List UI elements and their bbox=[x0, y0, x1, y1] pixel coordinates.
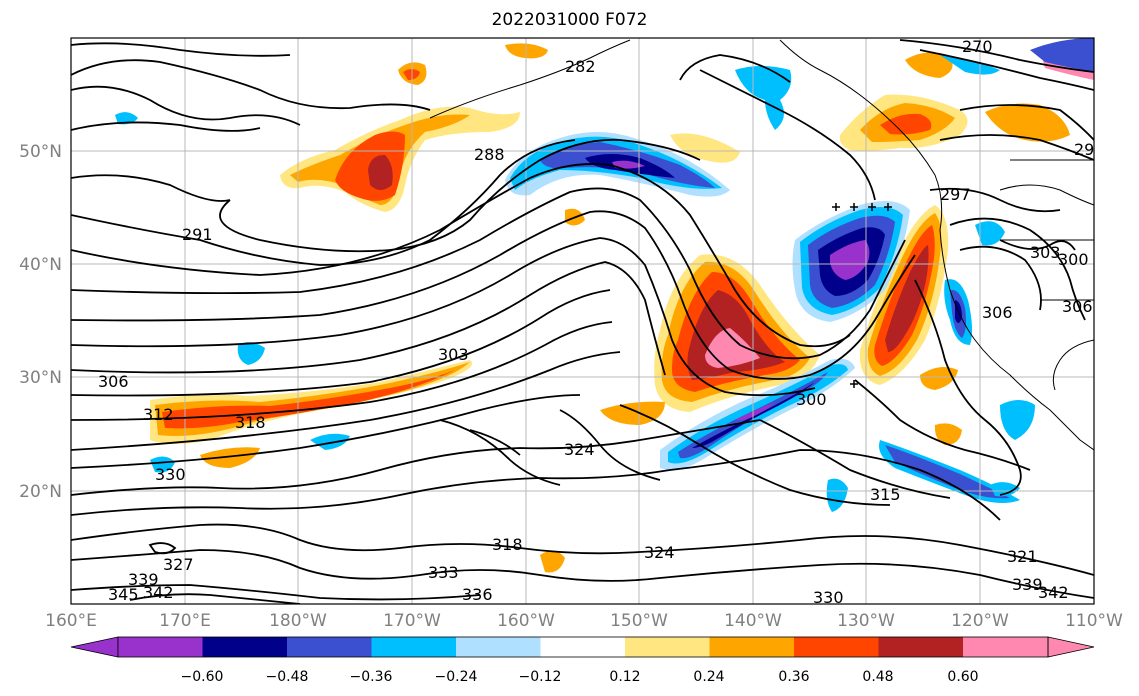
contour-label: 342 bbox=[143, 583, 174, 602]
colorbar-segment bbox=[202, 637, 287, 657]
contour-label: 324 bbox=[564, 440, 595, 459]
colorbar-segment bbox=[540, 637, 625, 657]
contour-label: 345 bbox=[108, 585, 139, 604]
colorbar-segment bbox=[794, 637, 879, 657]
colorbar-tick-label: −0.36 bbox=[350, 669, 393, 685]
colorbar-segment bbox=[287, 637, 372, 657]
graticule bbox=[71, 38, 1094, 604]
colorbar-segment bbox=[625, 637, 710, 657]
colorbar-outline bbox=[117, 636, 1049, 658]
plus-markers bbox=[832, 203, 892, 388]
lat-label: 40°N bbox=[19, 255, 62, 275]
contour-label: 327 bbox=[163, 555, 194, 574]
lon-label: 170°E bbox=[159, 611, 211, 631]
contour-label: 282 bbox=[565, 57, 596, 76]
colorbar-extend-min bbox=[70, 636, 119, 658]
contour-label: 300 bbox=[796, 390, 827, 409]
contour-value-labels: 288 291 306 312 318 303 330 324 300 315 … bbox=[98, 37, 1105, 607]
contour-label: 288 bbox=[474, 145, 505, 164]
contour-lines bbox=[71, 39, 1094, 604]
colorbar-tick-label: 0.48 bbox=[862, 669, 893, 685]
lon-label: 110°W bbox=[1065, 611, 1123, 631]
contour-label: 303 bbox=[1030, 243, 1061, 262]
lon-label: 180°W bbox=[269, 611, 327, 631]
contour-label: 324 bbox=[644, 543, 675, 562]
contour-label: 336 bbox=[462, 585, 493, 604]
colorbar-segment bbox=[963, 637, 1048, 657]
contour-label: 312 bbox=[143, 405, 174, 424]
latitude-labels: 50°N 40°N 30°N 20°N bbox=[19, 142, 62, 502]
contour-label: 303 bbox=[438, 345, 469, 364]
colorbar-tick-label: −0.12 bbox=[519, 669, 562, 685]
colorbar-tick-label: −0.60 bbox=[181, 669, 224, 685]
lon-label: 130°W bbox=[837, 611, 895, 631]
lat-label: 20°N bbox=[19, 482, 62, 502]
lon-label: 150°W bbox=[610, 611, 668, 631]
colorbar-tick-label: −0.48 bbox=[266, 669, 309, 685]
plot-frame bbox=[70, 37, 1095, 605]
negative-anomaly-shading bbox=[115, 38, 1094, 512]
longitude-labels: 160°E 170°E 180°W 170°W 160°W 150°W 140°… bbox=[45, 611, 1123, 631]
lon-label: 170°W bbox=[383, 611, 441, 631]
contour-label: 270 bbox=[962, 37, 993, 56]
colorbar-tick-labels: −0.60 −0.48 −0.36 −0.24 −0.12 0.12 0.24 … bbox=[181, 669, 979, 685]
colorbar-tick-label: 0.36 bbox=[778, 669, 809, 685]
contour-label: 291 bbox=[182, 225, 213, 244]
lon-label: 160°E bbox=[45, 611, 97, 631]
contour-label: 321 bbox=[1007, 547, 1038, 566]
contour-label: 297 bbox=[940, 185, 971, 204]
contour-label: 306 bbox=[982, 303, 1013, 322]
contour-label: 339 bbox=[1012, 575, 1043, 594]
contour-label: 330 bbox=[155, 465, 186, 484]
contour-label: 342 bbox=[1038, 583, 1069, 602]
colorbar-segment bbox=[371, 637, 456, 657]
colorbar-segment bbox=[456, 637, 541, 657]
lon-label: 160°W bbox=[497, 611, 555, 631]
lat-label: 30°N bbox=[19, 368, 62, 388]
contour-label: 318 bbox=[235, 413, 266, 432]
map-title: 2022031000 F072 bbox=[491, 10, 648, 30]
coastlines bbox=[429, 39, 1094, 451]
contour-label: 300 bbox=[1058, 250, 1089, 269]
colorbar-extend-max bbox=[1047, 636, 1095, 658]
contour-label: 315 bbox=[870, 485, 901, 504]
lon-label: 120°W bbox=[951, 611, 1009, 631]
lon-label: 140°W bbox=[724, 611, 782, 631]
contour-label: 306 bbox=[1062, 297, 1093, 316]
positive-anomaly-shading bbox=[150, 43, 1094, 573]
contour-label: 330 bbox=[813, 588, 844, 607]
contour-label: 333 bbox=[428, 563, 459, 582]
colorbar-tick-label: 0.24 bbox=[693, 669, 724, 685]
colorbar bbox=[70, 636, 1095, 658]
colorbar-tick-label: 0.60 bbox=[947, 669, 978, 685]
lat-label: 50°N bbox=[19, 142, 62, 162]
colorbar-segment bbox=[878, 637, 963, 657]
contour-label: 306 bbox=[98, 372, 129, 391]
colorbar-tick-label: 0.12 bbox=[609, 669, 640, 685]
colorbar-segment bbox=[118, 637, 203, 657]
contour-label: 318 bbox=[492, 535, 523, 554]
colorbar-tick-label: −0.24 bbox=[435, 669, 478, 685]
contour-label: 339 bbox=[128, 570, 159, 589]
colorbar-segment bbox=[709, 637, 794, 657]
contour-label: 291 bbox=[1074, 140, 1105, 159]
